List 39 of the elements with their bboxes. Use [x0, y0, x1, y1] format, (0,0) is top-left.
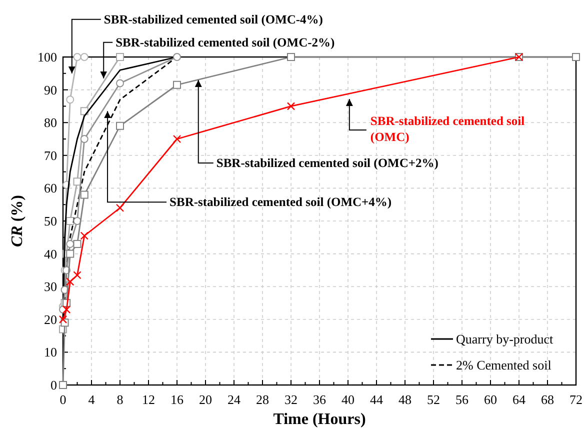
- x-tick-label: 0: [60, 392, 66, 407]
- y-tick-label: 100: [38, 50, 57, 64]
- series-label: SBR-stabilized cemented soil (OMC): [370, 114, 526, 144]
- x-tick-label: 12: [142, 392, 155, 407]
- y-tick-label: 70: [44, 148, 57, 163]
- x-tick-label: 36: [313, 392, 326, 407]
- x-tick-label: 32: [284, 392, 298, 407]
- y-tick-label: 10: [44, 344, 57, 360]
- y-tick-label: 30: [44, 279, 57, 294]
- x-tick-label: 4: [88, 392, 96, 407]
- x-tick-label: 24: [228, 392, 241, 407]
- x-tick-label: 64: [512, 392, 526, 407]
- annotation: SBR-stabilized cemented soil (OMC-4%): [104, 12, 323, 26]
- x-tick-label: 60: [484, 392, 497, 407]
- annotation: SBR-stabilized cemented soil (OMC-2%): [116, 35, 335, 50]
- x-tick-label: 40: [342, 392, 354, 407]
- y-tick-label: 50: [44, 214, 57, 228]
- x-tick-label: 48: [398, 392, 412, 407]
- y-tick-label: 60: [44, 180, 57, 196]
- annotation: SBR-stabilized cemented soil (OMC+2%): [216, 156, 438, 170]
- legend-label: 2% Cemented soil: [456, 358, 552, 372]
- x-tick-label: 44: [370, 392, 384, 407]
- x-axis-title: Time (Hours): [273, 411, 366, 428]
- y-tick-label: 20: [44, 312, 57, 327]
- x-tick-label: 16: [170, 392, 184, 407]
- x-tick-label: 68: [541, 392, 554, 407]
- annotation: SBR-stabilized cemented soil (OMC+4%): [170, 195, 392, 210]
- x-tick-label: 52: [427, 392, 440, 407]
- y-tick-label: 90: [44, 82, 57, 98]
- y-tick-label: 0: [50, 378, 57, 392]
- y-tick-label: 80: [44, 115, 57, 130]
- y-tick-label: 40: [44, 246, 57, 262]
- x-tick-label: 28: [256, 392, 269, 407]
- x-tick-label: 8: [116, 392, 124, 407]
- x-tick-label: 56: [456, 392, 469, 407]
- legend-label: Quarry by-product: [456, 332, 554, 346]
- y-axis-title: CR (%): [9, 195, 26, 247]
- x-tick-label: 72: [570, 392, 582, 407]
- x-tick-label: 20: [199, 392, 212, 407]
